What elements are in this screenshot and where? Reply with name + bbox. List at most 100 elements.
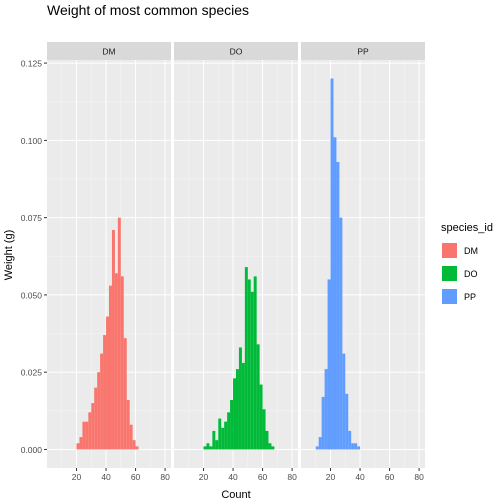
histogram-bar — [265, 430, 269, 450]
histogram-bar — [330, 78, 334, 450]
facet-strip — [47, 42, 171, 60]
histogram-bar — [114, 273, 118, 450]
facet-strip-label: DM — [102, 47, 115, 57]
facet-strip — [301, 42, 425, 60]
facet-strip-label: DO — [230, 47, 243, 57]
histogram-bar — [111, 230, 115, 450]
legend-label: DO — [464, 268, 478, 279]
histogram-bar — [100, 353, 104, 450]
histogram-bar — [262, 409, 266, 450]
x-tick-label: 40 — [355, 472, 365, 482]
histogram-bar — [345, 393, 349, 450]
legend-label: PP — [464, 291, 477, 302]
histogram-bar — [342, 353, 346, 450]
x-tick-label: 80 — [160, 472, 170, 482]
histogram-bar — [132, 440, 136, 450]
histogram-bar — [227, 412, 231, 450]
legend-item-pp: PP — [441, 285, 493, 308]
histogram-bar — [238, 347, 242, 450]
y-axis-label: Weight (g) — [3, 230, 15, 281]
legend-title: species_id — [441, 222, 493, 234]
histogram-bar — [106, 316, 109, 450]
x-tick-label: 60 — [258, 472, 268, 482]
x-tick-label: 80 — [287, 472, 297, 482]
histogram-bar — [221, 427, 225, 450]
histogram-bar — [212, 430, 216, 450]
histogram-bar — [97, 372, 101, 450]
panel-layer: DM 20 40 60 80 DO 20 40 60 80 PP 20 40 60 80 — [47, 42, 425, 482]
panel-dm: DM 20 40 60 80 — [47, 42, 171, 482]
histogram-bar — [123, 338, 127, 450]
histogram-bar — [88, 412, 92, 450]
y-tick-label: 0.125 — [21, 59, 43, 69]
histogram-bar — [91, 403, 95, 450]
x-tick-label: 80 — [414, 472, 424, 482]
histogram-bar — [271, 446, 275, 450]
histogram-bar — [126, 400, 130, 450]
histogram-bar — [321, 396, 325, 450]
histogram-bar — [82, 421, 86, 450]
histogram-bar — [244, 267, 248, 450]
legend-label: DM — [464, 245, 478, 256]
histogram-bar — [354, 443, 358, 450]
histogram-bar — [336, 162, 340, 450]
chart-title: Weight of most common species — [47, 2, 250, 18]
axis-layer: 0.000 0.025 0.050 0.075 0.100 0.125 — [21, 59, 47, 455]
facet-strip-label: PP — [357, 47, 369, 57]
histogram-bar — [339, 217, 343, 450]
histogram-bar — [233, 378, 236, 450]
histogram-bar — [241, 362, 245, 450]
x-tick-label: 20 — [199, 472, 209, 482]
histogram-bar — [79, 437, 83, 450]
legend-items: DM DO PP — [441, 239, 493, 308]
y-tick-label: 0.000 — [21, 445, 43, 455]
legend-swatch — [441, 288, 458, 305]
legend: species_id DM DO PP — [441, 222, 493, 308]
histogram-bar — [259, 384, 263, 450]
histogram-bar — [94, 387, 98, 450]
legend-swatch — [441, 265, 458, 282]
panel-background — [301, 60, 425, 468]
x-tick-label: 60 — [131, 472, 141, 482]
x-tick-label: 20 — [72, 472, 82, 482]
histogram-bar — [318, 437, 322, 450]
histogram-bar — [203, 446, 207, 450]
histogram-bar — [135, 446, 139, 450]
histogram-bar — [327, 279, 331, 450]
x-tick-label: 60 — [385, 472, 395, 482]
legend-item-do: DO — [441, 262, 493, 285]
histogram-bar — [268, 443, 272, 450]
histogram-bar — [351, 443, 355, 450]
histogram-bar — [357, 446, 361, 450]
y-tick-label: 0.025 — [21, 368, 43, 378]
x-axis-label: Count — [221, 489, 250, 501]
y-tick-label: 0.100 — [21, 136, 43, 146]
x-tick-label: 20 — [326, 472, 336, 482]
histogram-bar — [324, 369, 328, 450]
y-tick-label: 0.050 — [21, 290, 43, 300]
histogram-bar — [253, 276, 257, 450]
x-tick-label: 40 — [228, 472, 238, 482]
x-tick-label: 40 — [101, 472, 111, 482]
panel-do: DO 20 40 60 80 — [174, 42, 298, 482]
histogram-bar — [117, 217, 121, 450]
histogram-bar — [256, 344, 260, 450]
histogram-bar — [103, 335, 107, 450]
histogram-bar — [109, 285, 112, 450]
legend-swatch — [441, 242, 458, 259]
histogram-bar — [215, 440, 219, 450]
histogram-bar — [129, 424, 133, 450]
legend-item-dm: DM — [441, 239, 493, 262]
histogram-bar — [85, 421, 89, 450]
histogram-bar — [224, 421, 228, 450]
histogram-bar — [236, 369, 239, 450]
histogram-bar — [250, 291, 254, 450]
histogram-bar — [209, 446, 213, 450]
histogram-bar — [333, 137, 337, 450]
y-tick-label: 0.075 — [21, 213, 43, 223]
histogram-bar — [76, 443, 80, 450]
facet-strip — [174, 42, 298, 60]
histogram-bar — [315, 446, 319, 450]
histogram-bar — [230, 400, 234, 450]
